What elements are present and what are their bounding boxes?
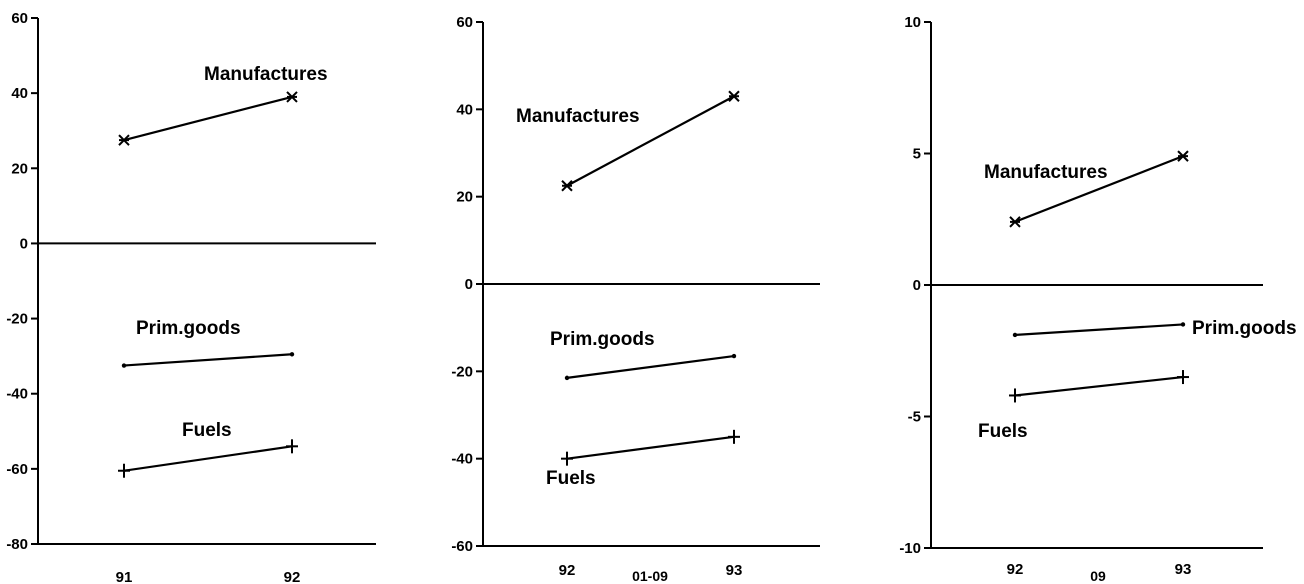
series-line — [1014, 155, 1184, 223]
y-tick-label: -60 — [451, 538, 473, 555]
series-line — [1014, 375, 1184, 397]
data-point — [118, 463, 130, 478]
data-point — [731, 353, 737, 359]
x-tick-label: 93 — [1175, 561, 1192, 578]
y-tick-label: -20 — [451, 363, 473, 380]
x-tick-label: 91 — [116, 569, 133, 584]
series-label: Manufactures — [516, 106, 640, 127]
y-tick-label: -80 — [6, 536, 28, 553]
series-line — [123, 445, 293, 472]
y-tick-label: 40 — [11, 85, 28, 102]
series-fuels: Fuels — [118, 420, 298, 478]
series-line — [1014, 323, 1184, 337]
series-prim-goods: Prim.goods — [550, 329, 737, 381]
series-manufactures: Manufactures — [984, 150, 1189, 228]
y-tick-label: -60 — [6, 461, 28, 478]
series-line — [123, 353, 293, 367]
y-tick-label: -10 — [899, 540, 921, 557]
data-point — [1177, 370, 1189, 385]
data-point — [118, 134, 130, 146]
series-label: Fuels — [546, 468, 596, 489]
series-line — [566, 354, 735, 379]
y-tick-label: -5 — [908, 409, 921, 426]
y-tick-label: 5 — [913, 146, 921, 163]
series-label: Fuels — [978, 421, 1028, 442]
y-tick-label: 10 — [904, 14, 921, 31]
series-label: Prim.goods — [550, 329, 655, 350]
series-label: Fuels — [182, 420, 232, 441]
data-point — [728, 90, 740, 102]
y-tick-label: 60 — [456, 14, 473, 31]
y-tick-label: -40 — [6, 386, 28, 403]
series-manufactures: Manufactures — [516, 90, 740, 192]
y-tick-label: 20 — [456, 189, 473, 206]
data-point — [1180, 322, 1186, 327]
y-tick-label: 0 — [20, 235, 28, 252]
y-tick-label: 0 — [913, 277, 921, 294]
data-point — [561, 451, 573, 466]
series-label: Manufactures — [984, 162, 1108, 183]
x-tick-label: 92 — [1007, 561, 1024, 578]
series-line — [566, 95, 735, 187]
chart-panel-1: 60 40 20 0 -20 -40 -60 -80 91 92 Manufactures Prim.… — [6, 10, 376, 584]
data-point — [1012, 332, 1018, 338]
x-tick-label: 92 — [284, 569, 301, 584]
series-fuels: Fuels — [978, 370, 1189, 442]
y-tick-label: 0 — [465, 276, 473, 293]
series-label: Prim.goods — [1192, 318, 1297, 339]
chart-panel-2: 60 40 20 0 -20 -40 -60 92 93 01-09 Manufactures Pri… — [451, 14, 820, 584]
series-prim-goods: Prim.goods — [121, 318, 295, 368]
data-point — [286, 439, 298, 454]
x-axis-note: 01-09 — [632, 568, 668, 584]
data-point — [1177, 150, 1189, 162]
chart-panel-3: 10 5 0 -5 -10 92 93 09 Manufactures Prim.goods Fue… — [899, 14, 1296, 584]
data-point — [1009, 216, 1021, 228]
x-tick-label: 92 — [559, 562, 576, 579]
series-label: Prim.goods — [136, 318, 241, 339]
series-line — [566, 435, 735, 460]
series-line — [123, 95, 293, 142]
y-tick-label: 60 — [11, 10, 28, 27]
y-tick-label: 40 — [456, 101, 473, 118]
series-manufactures: Manufactures — [118, 64, 328, 146]
data-point — [1009, 388, 1021, 403]
data-point — [286, 91, 298, 103]
series-fuels: Fuels — [546, 429, 740, 489]
y-tick-label: 20 — [11, 160, 28, 177]
data-point — [564, 375, 570, 381]
data-point — [289, 352, 295, 357]
y-tick-label: -40 — [451, 451, 473, 468]
x-tick-label: 93 — [726, 562, 743, 579]
data-point — [728, 429, 740, 444]
series-label: Manufactures — [204, 64, 328, 85]
y-tick-label: -20 — [6, 311, 28, 328]
data-point — [121, 363, 127, 368]
x-axis-note: 09 — [1090, 568, 1106, 584]
series-prim-goods: Prim.goods — [1012, 318, 1297, 339]
data-point — [561, 180, 573, 192]
